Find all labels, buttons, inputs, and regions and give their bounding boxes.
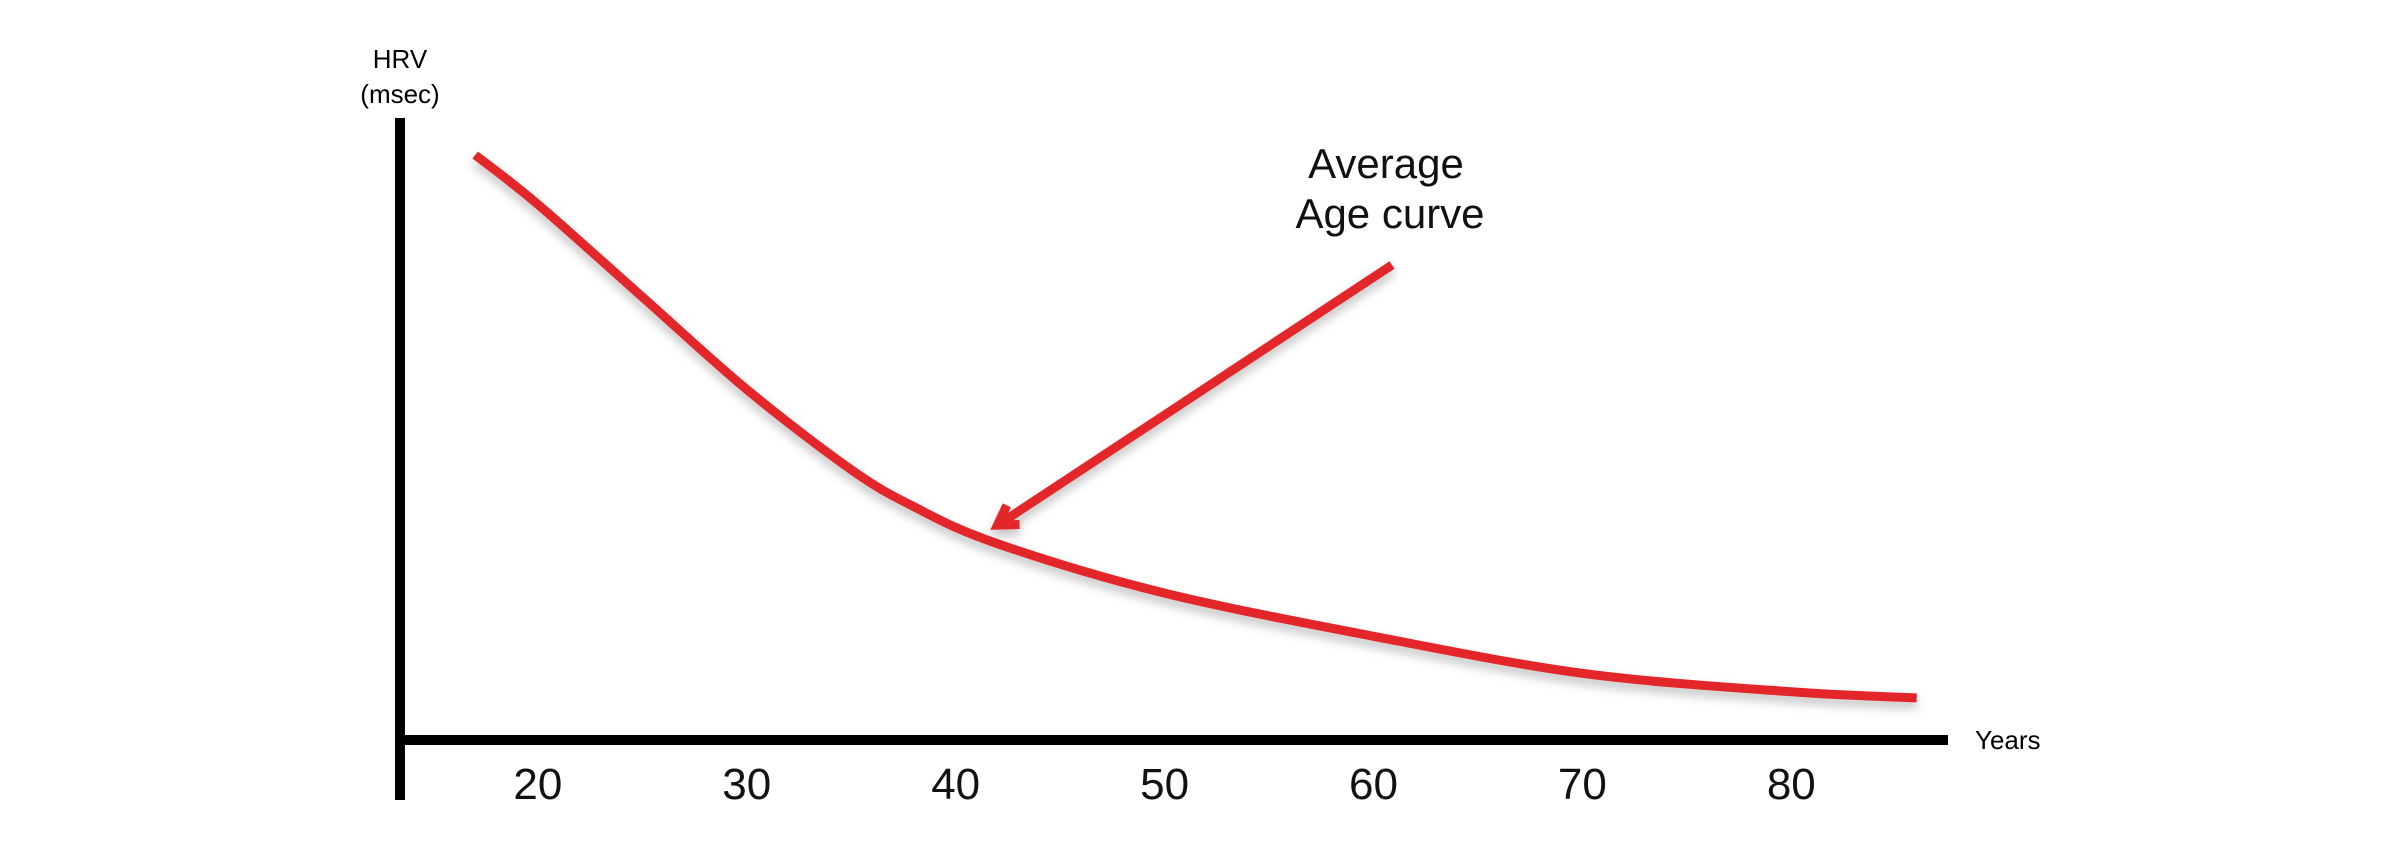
x-tick-labels: 20 30 40 50 60 70 80 bbox=[513, 760, 1815, 809]
x-tick-label: 30 bbox=[722, 760, 771, 809]
x-tick-label: 80 bbox=[1767, 760, 1816, 809]
x-axis-label: Years bbox=[1975, 725, 2041, 755]
average-age-curve bbox=[472, 151, 1917, 703]
x-tick-label: 40 bbox=[931, 760, 980, 809]
x-tick-label: 50 bbox=[1140, 760, 1189, 809]
annotation: Average Age curve bbox=[990, 140, 1485, 530]
x-tick-label: 70 bbox=[1558, 760, 1607, 809]
x-tick-label: 60 bbox=[1349, 760, 1398, 809]
annotation-arrow bbox=[990, 261, 1395, 530]
x-tick-label: 20 bbox=[513, 760, 562, 809]
y-axis-label-line-1: HRV bbox=[373, 44, 428, 74]
y-axis-label-line-2: (msec) bbox=[360, 79, 439, 109]
annotation-label-line-1: Average bbox=[1308, 140, 1464, 187]
annotation-label-line-2: Age curve bbox=[1295, 190, 1484, 237]
y-axis-label: HRV (msec) bbox=[360, 44, 439, 109]
